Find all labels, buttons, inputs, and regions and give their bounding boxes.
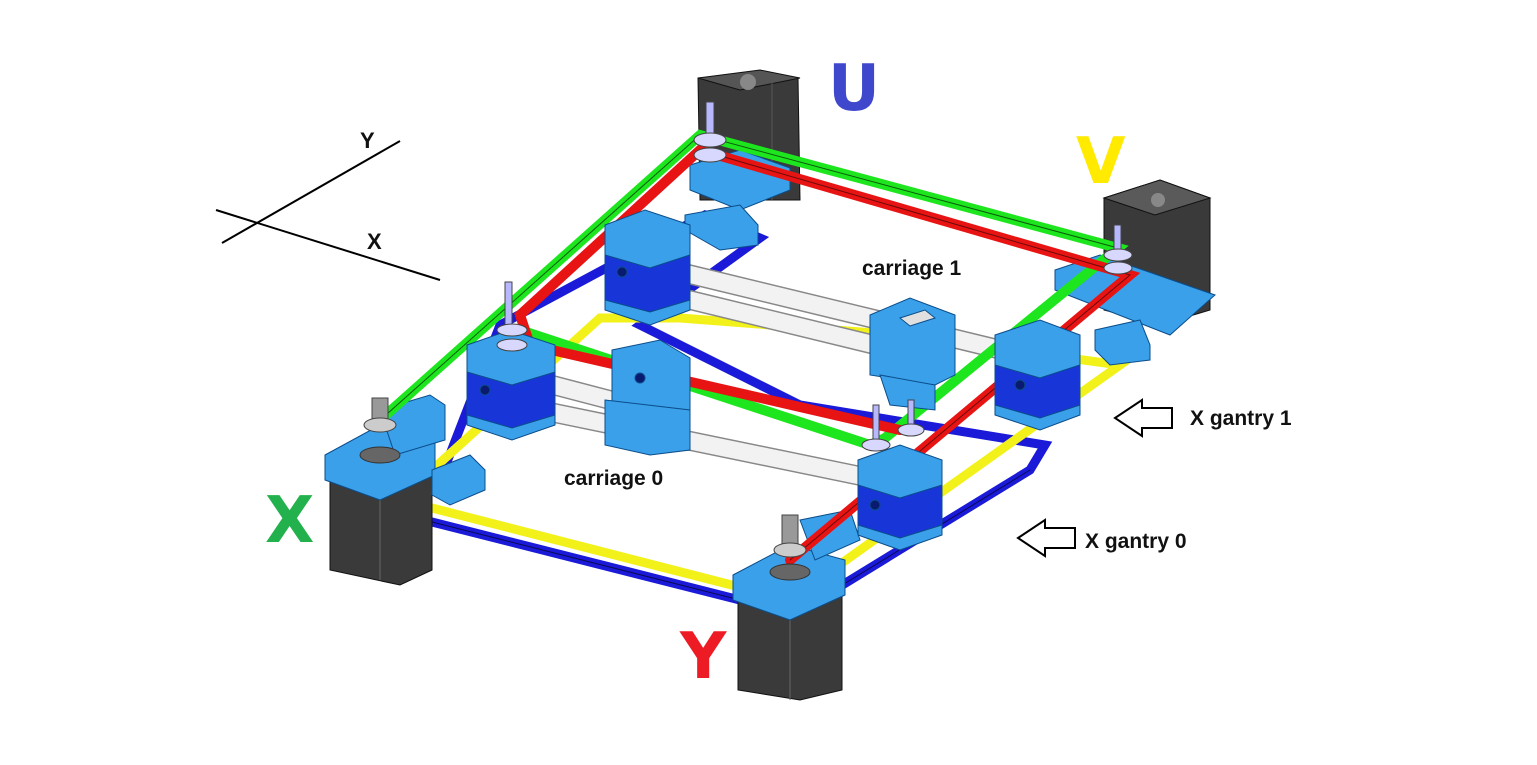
arrow-icon-gantry-0	[1016, 518, 1076, 558]
gantry1-left-block	[604, 209, 691, 326]
x-gantry-0-label: X gantry 0	[1085, 530, 1187, 553]
motor-x-label: X	[265, 484, 314, 558]
idler-center	[861, 399, 925, 452]
carriage-1-label: carriage 1	[862, 257, 962, 280]
pulley-v	[1103, 224, 1133, 275]
y-axis-label: Y	[360, 128, 375, 153]
motor-v-label: V	[1076, 125, 1126, 199]
gantry-blocks	[466, 209, 1081, 551]
gantry0-right-block	[857, 444, 943, 551]
pulleys	[359, 101, 1133, 581]
y-axis-line	[221, 140, 401, 244]
mount-idler-front	[431, 454, 486, 506]
x-gantry-1-label: X gantry 1	[1190, 407, 1292, 430]
pulley-y	[769, 514, 811, 581]
gantry0-left-block	[466, 329, 556, 441]
motor-u-label: U	[828, 52, 880, 126]
carriage-1-block	[869, 297, 956, 411]
x-axis-line	[215, 209, 441, 281]
mount-v	[1054, 254, 1216, 336]
motor-y-label: Y	[679, 620, 727, 694]
carriage-0-label: carriage 0	[564, 467, 663, 490]
pulley-x	[359, 397, 401, 464]
idler-left	[496, 281, 528, 352]
x-axis-label: X	[367, 229, 382, 254]
pulley-u	[693, 101, 727, 163]
mount-idler-back	[684, 204, 759, 251]
arrow-icon-gantry-1	[1113, 398, 1173, 438]
mount-idler-right	[1094, 319, 1151, 366]
carriage-0-block	[604, 339, 691, 456]
axis-sketch	[215, 140, 441, 281]
gantry1-right-block	[994, 319, 1081, 431]
